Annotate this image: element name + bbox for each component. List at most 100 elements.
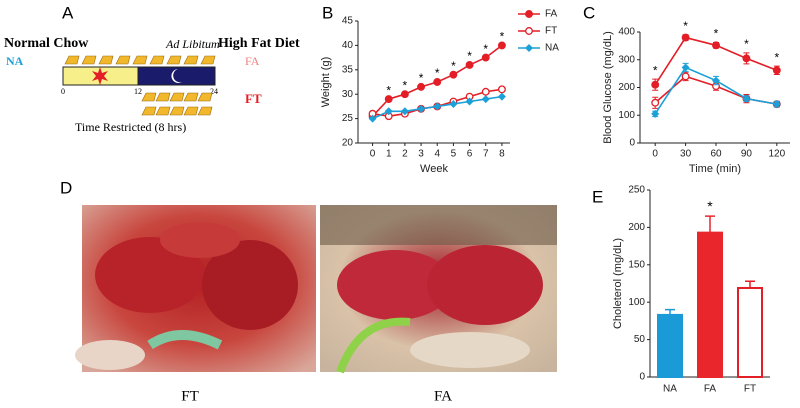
annotation: * — [403, 78, 408, 92]
marker — [651, 109, 660, 118]
marker — [525, 10, 533, 18]
cheese-icon — [155, 106, 171, 116]
organ — [337, 250, 453, 320]
marker — [525, 44, 533, 52]
bar — [697, 231, 723, 378]
panel-letter: B — [322, 3, 333, 22]
night-bar — [137, 66, 216, 86]
legend-label: FT — [545, 26, 557, 37]
photo-ft — [75, 205, 316, 372]
error-bar — [745, 280, 755, 288]
photo-caption: FA — [434, 388, 452, 404]
y-tick-label: 40 — [342, 40, 354, 51]
marker — [417, 104, 426, 113]
annotation: * — [435, 66, 440, 80]
cheese-icon — [141, 92, 157, 102]
cheese-icon — [169, 106, 185, 116]
y-tick-label: 250 — [628, 185, 645, 196]
cheese-icon — [200, 55, 216, 65]
marker — [681, 33, 690, 42]
y-tick-label: 0 — [629, 138, 635, 149]
x-axis-label: Time (min) — [689, 163, 741, 175]
cheese-icon — [98, 55, 114, 65]
marker — [449, 70, 458, 79]
marker — [481, 87, 490, 96]
cheese-icon — [183, 92, 199, 102]
y-tick-label: 100 — [618, 110, 635, 121]
cheese-icon — [183, 106, 199, 116]
panel-letter: E — [592, 187, 603, 206]
y-tick-label: 200 — [628, 222, 645, 233]
panel-letter: C — [583, 3, 595, 22]
cheese-icon — [183, 55, 199, 65]
marker — [712, 76, 721, 85]
photo-caption: FT — [181, 388, 199, 404]
y-tick-label: 35 — [342, 64, 354, 75]
marker — [742, 54, 751, 63]
marker — [651, 98, 660, 107]
x-tick-label: 8 — [499, 149, 505, 160]
cheese-icon — [149, 55, 165, 65]
y-tick-label: 300 — [618, 54, 635, 65]
x-tick-label: 30 — [680, 149, 692, 160]
tissue — [75, 340, 145, 370]
center-title: Ad Libitum — [165, 37, 220, 51]
sun-icon — [92, 67, 108, 85]
marker — [772, 100, 781, 109]
y-tick-label: 100 — [628, 297, 645, 308]
annotation: * — [683, 19, 688, 33]
x-tick-label: 6 — [467, 149, 473, 160]
x-tick-label: 7 — [483, 149, 489, 160]
y-tick-label: 45 — [342, 16, 354, 27]
time-tick: 12 — [134, 87, 142, 96]
y-tick-label: 50 — [634, 334, 646, 345]
x-tick-label: 2 — [402, 149, 408, 160]
marker — [465, 97, 474, 106]
food-icons — [64, 55, 216, 116]
marker — [651, 80, 660, 89]
y-axis-label: Weight (g) — [320, 57, 332, 108]
x-tick-label: 0 — [370, 149, 376, 160]
cheese-icon — [64, 55, 80, 65]
annotation: * — [500, 30, 505, 44]
annotation: * — [467, 49, 472, 63]
annotation: * — [714, 27, 719, 41]
cheese-icon — [166, 55, 182, 65]
caption: Time Restricted (8 hrs) — [75, 120, 186, 134]
organ — [160, 222, 240, 258]
error-bar — [705, 215, 715, 233]
marker — [433, 78, 442, 86]
left-title: Normal Chow — [4, 36, 89, 51]
y-tick-label: 0 — [639, 372, 645, 383]
marker — [449, 99, 458, 108]
marker — [772, 66, 781, 75]
x-tick-label: 3 — [418, 149, 424, 160]
marker — [497, 85, 506, 94]
group-fa: FA — [245, 54, 260, 68]
annotation: * — [744, 37, 749, 51]
marker — [497, 92, 506, 101]
x-tick-label: NA — [663, 384, 677, 395]
annotation: * — [419, 71, 424, 85]
cheese-icon — [141, 106, 157, 116]
marker — [712, 41, 720, 50]
annotation: * — [774, 50, 779, 64]
y-axis-label: Choleterol (mg/dL) — [612, 238, 624, 329]
annotation: * — [451, 59, 456, 73]
marker — [681, 63, 690, 72]
cheese-icon — [115, 55, 131, 65]
annotation: * — [386, 83, 391, 97]
time-tick: 0 — [61, 87, 65, 96]
x-tick-label: 60 — [710, 149, 722, 160]
organ — [95, 237, 205, 313]
x-tick-label: 5 — [451, 149, 457, 160]
annotation: * — [707, 198, 713, 214]
x-tick-label: 1 — [386, 149, 392, 160]
marker — [465, 60, 474, 69]
x-tick-label: 0 — [652, 149, 658, 160]
bar — [737, 286, 763, 379]
x-tick-label: 120 — [768, 149, 785, 160]
marker — [433, 102, 442, 111]
cheese-icon — [169, 92, 185, 102]
